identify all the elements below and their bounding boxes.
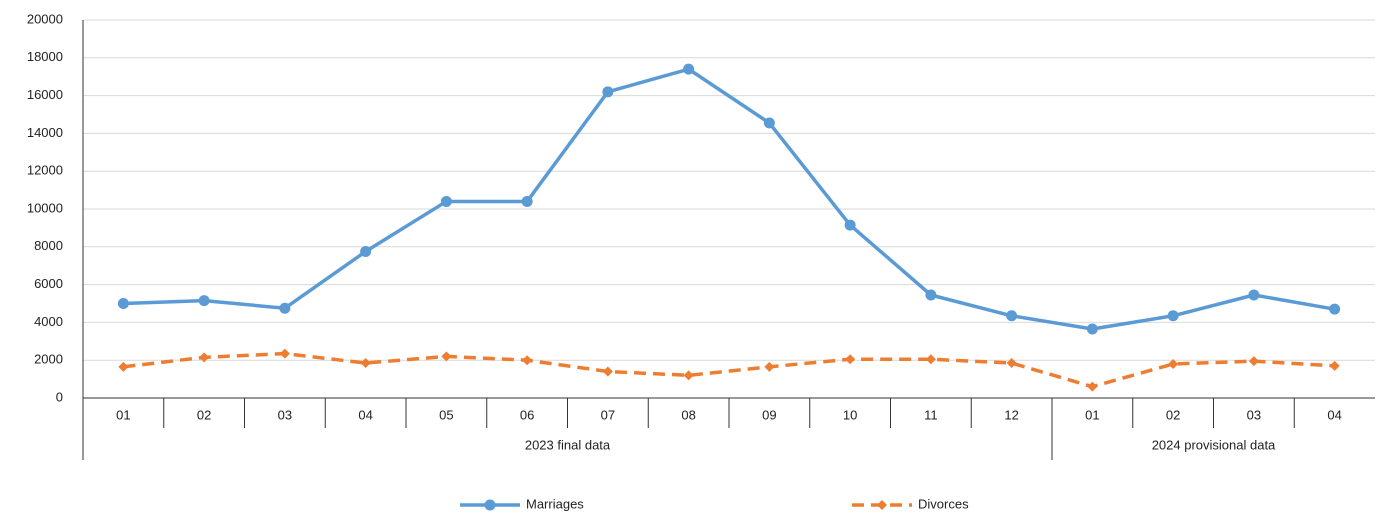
- group-label: 2024 provisional data: [1152, 437, 1276, 452]
- point: [117, 298, 129, 309]
- y-tick-label: 4000: [34, 314, 63, 329]
- point: [118, 361, 129, 372]
- y-tick-label: 8000: [34, 238, 63, 253]
- point: [683, 370, 694, 381]
- y-tick-label: 20000: [27, 11, 63, 26]
- x-tick-label: 06: [520, 407, 534, 422]
- point: [1248, 356, 1259, 367]
- x-tick-label: 12: [1004, 407, 1018, 422]
- point: [360, 246, 372, 258]
- y-tick-label: 16000: [27, 87, 63, 102]
- x-tick-label: 01: [1085, 407, 1099, 422]
- x-tick-label: 05: [439, 407, 453, 422]
- point: [1006, 310, 1018, 322]
- point: [1087, 381, 1098, 392]
- y-tick-label: 0: [56, 389, 63, 404]
- point: [1168, 358, 1179, 369]
- point: [925, 354, 936, 365]
- point: [844, 219, 856, 231]
- y-tick-label: 10000: [27, 200, 63, 215]
- point: [764, 361, 775, 372]
- point: [1086, 323, 1098, 335]
- point: [198, 295, 210, 307]
- point: [199, 352, 210, 363]
- point: [683, 63, 695, 75]
- group-label: 2023 final data: [525, 437, 611, 452]
- point: [1006, 358, 1017, 369]
- x-tick-label: 10: [843, 407, 857, 422]
- y-tick-label: 18000: [27, 49, 63, 64]
- x-tick-label: 02: [197, 407, 211, 422]
- y-tick-label: 14000: [27, 125, 63, 140]
- point: [522, 355, 533, 366]
- y-tick-label: 6000: [34, 276, 63, 291]
- x-tick-label: 04: [358, 407, 372, 422]
- point: [360, 358, 371, 369]
- legend-marker: [484, 499, 496, 511]
- legend-label: Marriages: [526, 496, 584, 511]
- x-tick-label: 04: [1327, 407, 1341, 422]
- x-tick-label: 11: [924, 407, 938, 422]
- point: [1167, 310, 1179, 322]
- x-tick-label: 08: [681, 407, 695, 422]
- point: [1329, 360, 1340, 371]
- x-tick-label: 09: [762, 407, 776, 422]
- series-line: [123, 351, 1335, 389]
- point: [1329, 303, 1341, 315]
- legend-marker: [877, 500, 887, 510]
- point: [1248, 289, 1260, 301]
- point: [279, 302, 291, 314]
- point: [763, 117, 775, 129]
- point: [521, 195, 533, 207]
- x-tick-label: 02: [1166, 407, 1180, 422]
- y-tick-label: 2000: [34, 352, 63, 367]
- legend-label: Divorces: [918, 496, 969, 511]
- point: [441, 351, 452, 362]
- point: [845, 354, 856, 365]
- point: [925, 289, 937, 301]
- point: [602, 366, 613, 377]
- x-tick-label: 01: [116, 407, 130, 422]
- x-tick-label: 07: [601, 407, 615, 422]
- y-tick-label: 12000: [27, 163, 63, 178]
- x-tick-label: 03: [1247, 407, 1261, 422]
- x-tick-label: 03: [278, 407, 292, 422]
- series-line: [123, 67, 1335, 331]
- point: [602, 86, 614, 98]
- point: [279, 348, 290, 359]
- point: [440, 195, 452, 207]
